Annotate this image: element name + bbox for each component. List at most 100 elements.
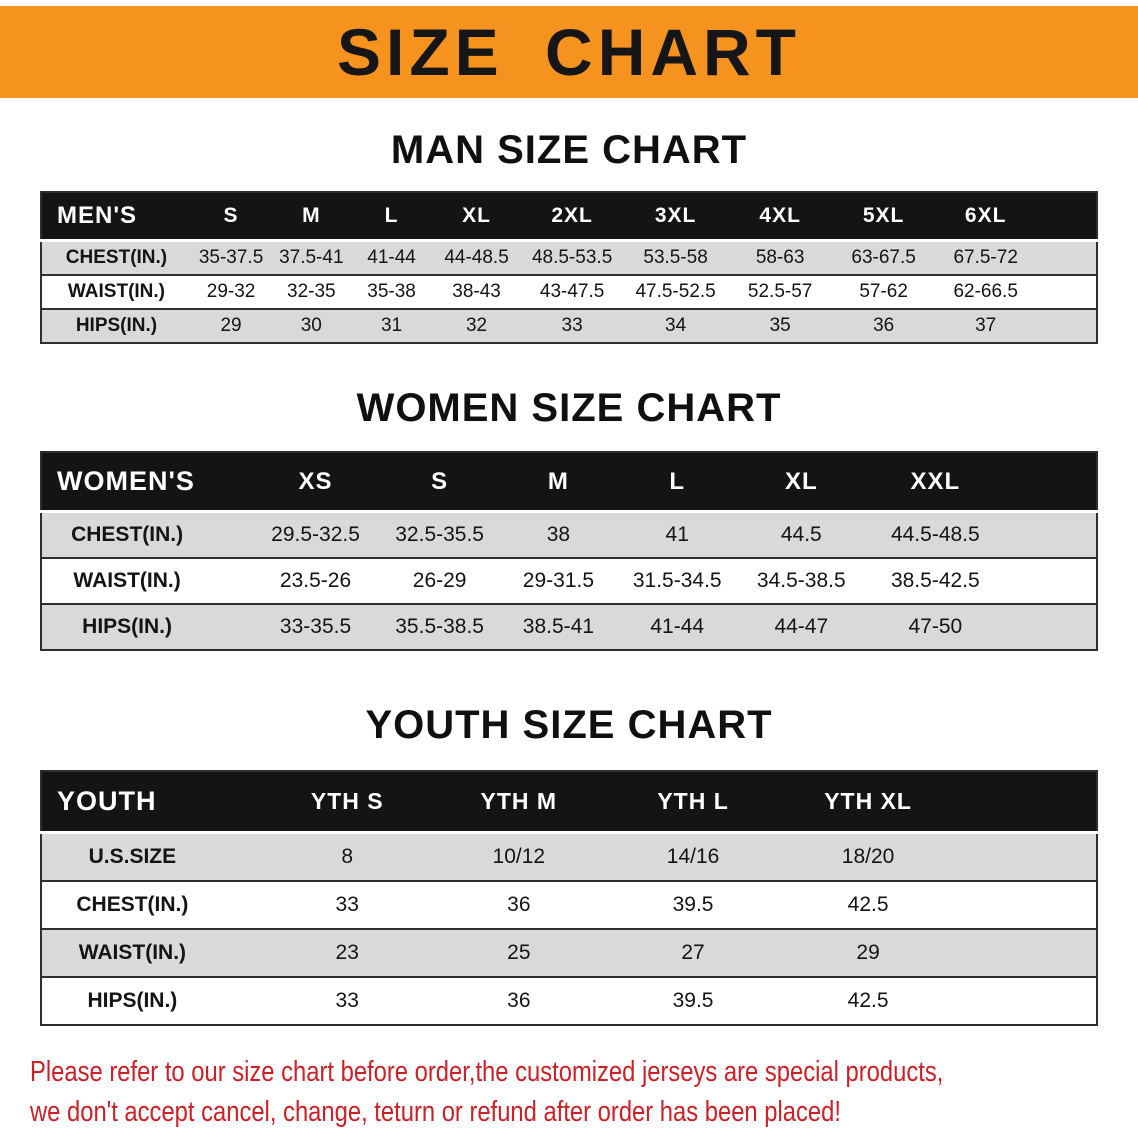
- value-cell: 32: [431, 308, 522, 343]
- row-label-cell: CHEST(IN.): [41, 880, 263, 929]
- women-section-heading: WOMEN SIZE CHART: [356, 386, 782, 430]
- table-row: CHEST(IN.) 35-37.5 37.5-41 41-44 44-48.5 48.5…: [41, 240, 1097, 275]
- value-cell: 36: [431, 880, 606, 929]
- value-cell: 26-29: [378, 557, 501, 604]
- value-cell: 33-35.5: [252, 603, 379, 650]
- value-cell: 47-50: [864, 603, 1097, 650]
- value-cell: 42.5: [780, 976, 1097, 1025]
- value-cell: 53.5-58: [643, 247, 708, 268]
- value-cell: 44.5-48.5: [890, 523, 980, 546]
- value-cell: 33: [262, 976, 432, 1025]
- value-cell: 38.5-41: [500, 603, 617, 650]
- value-cell: 38-43: [431, 274, 522, 309]
- disclaimer-line-1: Please refer to our size chart before or…: [30, 1056, 944, 1088]
- size-header-cell: XS: [252, 452, 379, 513]
- size-header-cell: YTH XL: [780, 771, 1097, 834]
- size-chart-page: SIZE CHART MAN SIZE CHART MEN'S S M L XL 2XL 3…: [0, 6, 1138, 1132]
- size-header-cell: M: [271, 192, 352, 242]
- value-cell: 35-37.5: [198, 247, 264, 268]
- women-size-table: WOMEN'S XS S M L XL XXL CHEST(IN.) 29.5-32.5 32.5…: [40, 451, 1098, 651]
- value-cell: 32.5-35.5: [395, 523, 484, 546]
- size-header-cell: 2XL: [521, 192, 623, 242]
- table-title-cell: WOMEN'S: [41, 452, 253, 513]
- row-label-cell: CHEST(IN.): [71, 523, 184, 546]
- table-row: WAIST(IN.) 23 25 27 29: [41, 928, 1097, 977]
- row-label-cell: U.S.SIZE: [88, 845, 177, 868]
- row-label-cell: HIPS(IN.): [41, 603, 253, 650]
- value-cell: 41-44: [616, 603, 738, 650]
- value-cell: 29: [190, 308, 272, 343]
- value-cell: 18/20: [841, 845, 895, 868]
- value-cell: 41-44: [367, 247, 416, 268]
- value-cell: 43-47.5: [521, 274, 623, 309]
- disclaimer-line-2: we don't accept cancel, change, teturn o…: [30, 1096, 841, 1128]
- header-row: YOUTH YTH S YTH M YTH L YTH XL: [41, 771, 1097, 834]
- table-row: CHEST(IN.) 29.5-32.5 32.5-35.5 38 41 44.5 44.5…: [41, 511, 1097, 558]
- value-cell: 44-47: [737, 603, 865, 650]
- page-title: SIZE CHART: [337, 15, 801, 89]
- value-cell: 39.5: [605, 976, 781, 1025]
- size-header-cell: YTH M: [431, 771, 606, 834]
- table-title-cell: MEN'S: [41, 192, 191, 242]
- value-cell: 44.5: [780, 523, 822, 546]
- size-header-cell: YTH S: [262, 771, 432, 834]
- value-cell: 36: [831, 308, 936, 343]
- size-header-cell: 5XL: [831, 192, 936, 242]
- value-cell: 32-35: [271, 274, 352, 309]
- title-banner: SIZE CHART: [0, 6, 1138, 98]
- value-cell: 44-48.5: [444, 247, 509, 268]
- value-cell: 35: [728, 308, 832, 343]
- table-row: WAIST(IN.) 29-32 32-35 35-38 38-43 43-47.5 47.…: [41, 274, 1097, 309]
- row-label-cell: HIPS(IN.): [41, 976, 263, 1025]
- value-cell: 52.5-57: [728, 274, 832, 309]
- value-cell: 39.5: [605, 880, 781, 929]
- women-size-section: WOMEN SIZE CHART WOMEN'S XS S M L XL XXL CHEST(…: [0, 386, 1138, 651]
- value-cell: 37: [935, 308, 1097, 343]
- size-header-cell: 6XL: [935, 192, 1097, 242]
- size-header-cell: 3XL: [622, 192, 729, 242]
- value-cell: 38.5-42.5: [864, 557, 1097, 604]
- value-cell: 58-63: [755, 247, 805, 268]
- value-cell: 63-67.5: [851, 247, 916, 268]
- value-cell: 48.5-53.5: [531, 247, 613, 268]
- value-cell: 33: [262, 880, 432, 929]
- value-cell: 33: [521, 308, 623, 343]
- size-header-cell: XL: [737, 452, 865, 513]
- row-label-cell: WAIST(IN.): [41, 557, 253, 604]
- value-cell: 31: [351, 308, 432, 343]
- value-cell: 34.5-38.5: [737, 557, 865, 604]
- table-title-cell: YOUTH: [41, 771, 263, 834]
- table-row: HIPS(IN.) 33-35.5 35.5-38.5 38.5-41 41-44 44-…: [41, 603, 1097, 650]
- value-cell: 47.5-52.5: [622, 274, 729, 309]
- value-cell: 10/12: [492, 845, 546, 868]
- value-cell: 23.5-26: [252, 557, 379, 604]
- row-label-cell: CHEST(IN.): [65, 247, 168, 268]
- table-row: U.S.SIZE 8 10/12 14/16 18/20: [41, 832, 1097, 881]
- value-cell: 38: [546, 523, 571, 546]
- value-cell: 41: [665, 523, 689, 546]
- size-header-cell: XXL: [864, 452, 1097, 513]
- value-cell: 27: [605, 928, 781, 977]
- men-size-table: MEN'S S M L XL 2XL 3XL 4XL 5XL 6XL CHEST(IN.) 35-37…: [40, 191, 1098, 344]
- value-cell: 34: [622, 308, 729, 343]
- youth-size-section: YOUTH SIZE CHART YOUTH YTH S YTH M YTH L YTH…: [0, 703, 1138, 1026]
- size-header-cell: L: [351, 192, 432, 242]
- size-header-cell: 4XL: [728, 192, 832, 242]
- size-header-cell: L: [616, 452, 738, 513]
- value-cell: 42.5: [780, 880, 1097, 929]
- value-cell: 29.5-32.5: [271, 523, 360, 546]
- youth-section-heading: YOUTH SIZE CHART: [365, 703, 773, 747]
- value-cell: 29-31.5: [500, 557, 617, 604]
- men-size-section: MAN SIZE CHART MEN'S S M L XL 2XL 3XL 4XL 5XL 6XL…: [0, 128, 1138, 344]
- value-cell: 29-32: [190, 274, 272, 309]
- value-cell: 8: [341, 845, 354, 868]
- row-label-cell: WAIST(IN.): [41, 274, 191, 309]
- row-label-cell: WAIST(IN.): [41, 928, 263, 977]
- value-cell: 14/16: [666, 845, 720, 868]
- value-cell: 57-62: [831, 274, 936, 309]
- value-cell: 37.5-41: [279, 247, 344, 268]
- value-cell: 35-38: [351, 274, 432, 309]
- value-cell: 62-66.5: [935, 274, 1097, 309]
- table-row: HIPS(IN.) 33 36 39.5 42.5: [41, 976, 1097, 1025]
- youth-size-table: YOUTH YTH S YTH M YTH L YTH XL U.S.SIZE 8 10/12…: [40, 770, 1098, 1026]
